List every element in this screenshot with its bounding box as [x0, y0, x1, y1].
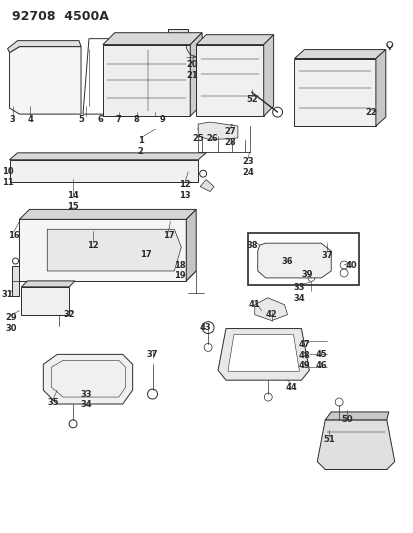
Text: 20: 20	[186, 60, 197, 69]
Polygon shape	[198, 122, 237, 140]
Polygon shape	[19, 209, 196, 220]
Polygon shape	[9, 160, 198, 182]
Text: 43: 43	[199, 323, 211, 332]
Text: 25: 25	[192, 134, 204, 143]
Circle shape	[126, 168, 131, 173]
Polygon shape	[316, 420, 394, 470]
Text: 21: 21	[186, 71, 197, 80]
Polygon shape	[257, 243, 330, 278]
Text: 39: 39	[301, 270, 312, 279]
Text: 14: 14	[67, 191, 79, 200]
Text: 52: 52	[245, 95, 257, 104]
Text: 3: 3	[9, 115, 15, 124]
FancyBboxPatch shape	[15, 49, 77, 112]
Text: 33: 33	[80, 390, 92, 399]
Polygon shape	[196, 35, 273, 45]
Bar	[247, 233, 358, 285]
Circle shape	[101, 212, 107, 217]
Polygon shape	[12, 266, 19, 296]
Text: 49: 49	[298, 361, 309, 370]
Polygon shape	[21, 287, 69, 314]
Text: 35: 35	[47, 398, 59, 407]
Text: 29: 29	[6, 313, 17, 322]
Text: 37: 37	[321, 251, 332, 260]
Text: 24: 24	[241, 168, 253, 177]
Text: 17: 17	[140, 249, 151, 259]
Text: 23: 23	[242, 157, 253, 166]
Text: 7: 7	[116, 115, 121, 124]
Text: 36: 36	[281, 256, 293, 265]
Text: 8: 8	[133, 115, 139, 124]
Polygon shape	[186, 209, 196, 281]
Text: 42: 42	[265, 310, 277, 319]
Polygon shape	[228, 335, 299, 372]
Polygon shape	[102, 45, 190, 116]
Text: 45: 45	[315, 350, 326, 359]
Circle shape	[154, 36, 159, 41]
Polygon shape	[196, 45, 263, 116]
Text: 33: 33	[293, 284, 304, 292]
Text: 50: 50	[340, 415, 352, 424]
Circle shape	[135, 36, 140, 41]
Text: 46: 46	[315, 361, 326, 370]
Polygon shape	[375, 50, 385, 126]
Text: 34: 34	[293, 294, 304, 303]
Polygon shape	[19, 220, 186, 281]
Polygon shape	[294, 59, 375, 126]
Polygon shape	[7, 41, 81, 53]
Text: 19: 19	[174, 271, 186, 280]
Text: 40: 40	[344, 261, 356, 270]
Text: 22: 22	[364, 108, 376, 117]
Text: 18: 18	[174, 261, 186, 270]
Text: 92708  4500A: 92708 4500A	[12, 10, 108, 23]
Text: 41: 41	[248, 300, 260, 309]
Polygon shape	[325, 412, 388, 420]
Text: 30: 30	[6, 324, 17, 333]
Text: 37: 37	[146, 350, 158, 359]
Polygon shape	[9, 46, 81, 114]
Polygon shape	[218, 328, 309, 380]
Polygon shape	[47, 229, 181, 271]
Text: 13: 13	[179, 191, 191, 200]
Text: 11: 11	[2, 178, 13, 187]
Text: 27: 27	[223, 127, 235, 136]
Polygon shape	[21, 281, 75, 287]
Text: 31: 31	[2, 290, 13, 300]
Polygon shape	[199, 180, 214, 191]
Text: 47: 47	[298, 340, 309, 349]
Text: 34: 34	[80, 400, 92, 409]
Polygon shape	[102, 33, 202, 45]
Text: 1: 1	[138, 136, 143, 146]
Polygon shape	[9, 153, 206, 160]
Polygon shape	[190, 33, 202, 116]
Text: 28: 28	[223, 139, 235, 148]
Polygon shape	[254, 298, 287, 321]
Polygon shape	[263, 35, 273, 116]
Text: 51: 51	[323, 435, 334, 444]
Text: 32: 32	[63, 310, 75, 319]
Text: 12: 12	[179, 180, 191, 189]
Polygon shape	[294, 50, 385, 59]
Text: 9: 9	[159, 115, 165, 124]
Text: 38: 38	[245, 241, 257, 249]
Polygon shape	[43, 354, 132, 404]
Text: 48: 48	[298, 351, 309, 360]
Text: 16: 16	[7, 231, 19, 240]
Circle shape	[171, 36, 176, 41]
Text: 10: 10	[2, 167, 13, 176]
Text: 5: 5	[78, 115, 84, 124]
Circle shape	[246, 87, 256, 97]
Text: 6: 6	[98, 115, 104, 124]
Text: 15: 15	[67, 202, 79, 211]
Text: 12: 12	[87, 241, 99, 249]
Text: 17: 17	[162, 231, 174, 240]
Circle shape	[78, 168, 83, 173]
Text: 26: 26	[206, 134, 217, 143]
Circle shape	[272, 107, 282, 117]
Text: 4: 4	[27, 115, 33, 124]
Text: 2: 2	[138, 147, 143, 156]
Text: 44: 44	[285, 383, 297, 392]
Circle shape	[115, 36, 120, 41]
Bar	[168, 29, 188, 43]
